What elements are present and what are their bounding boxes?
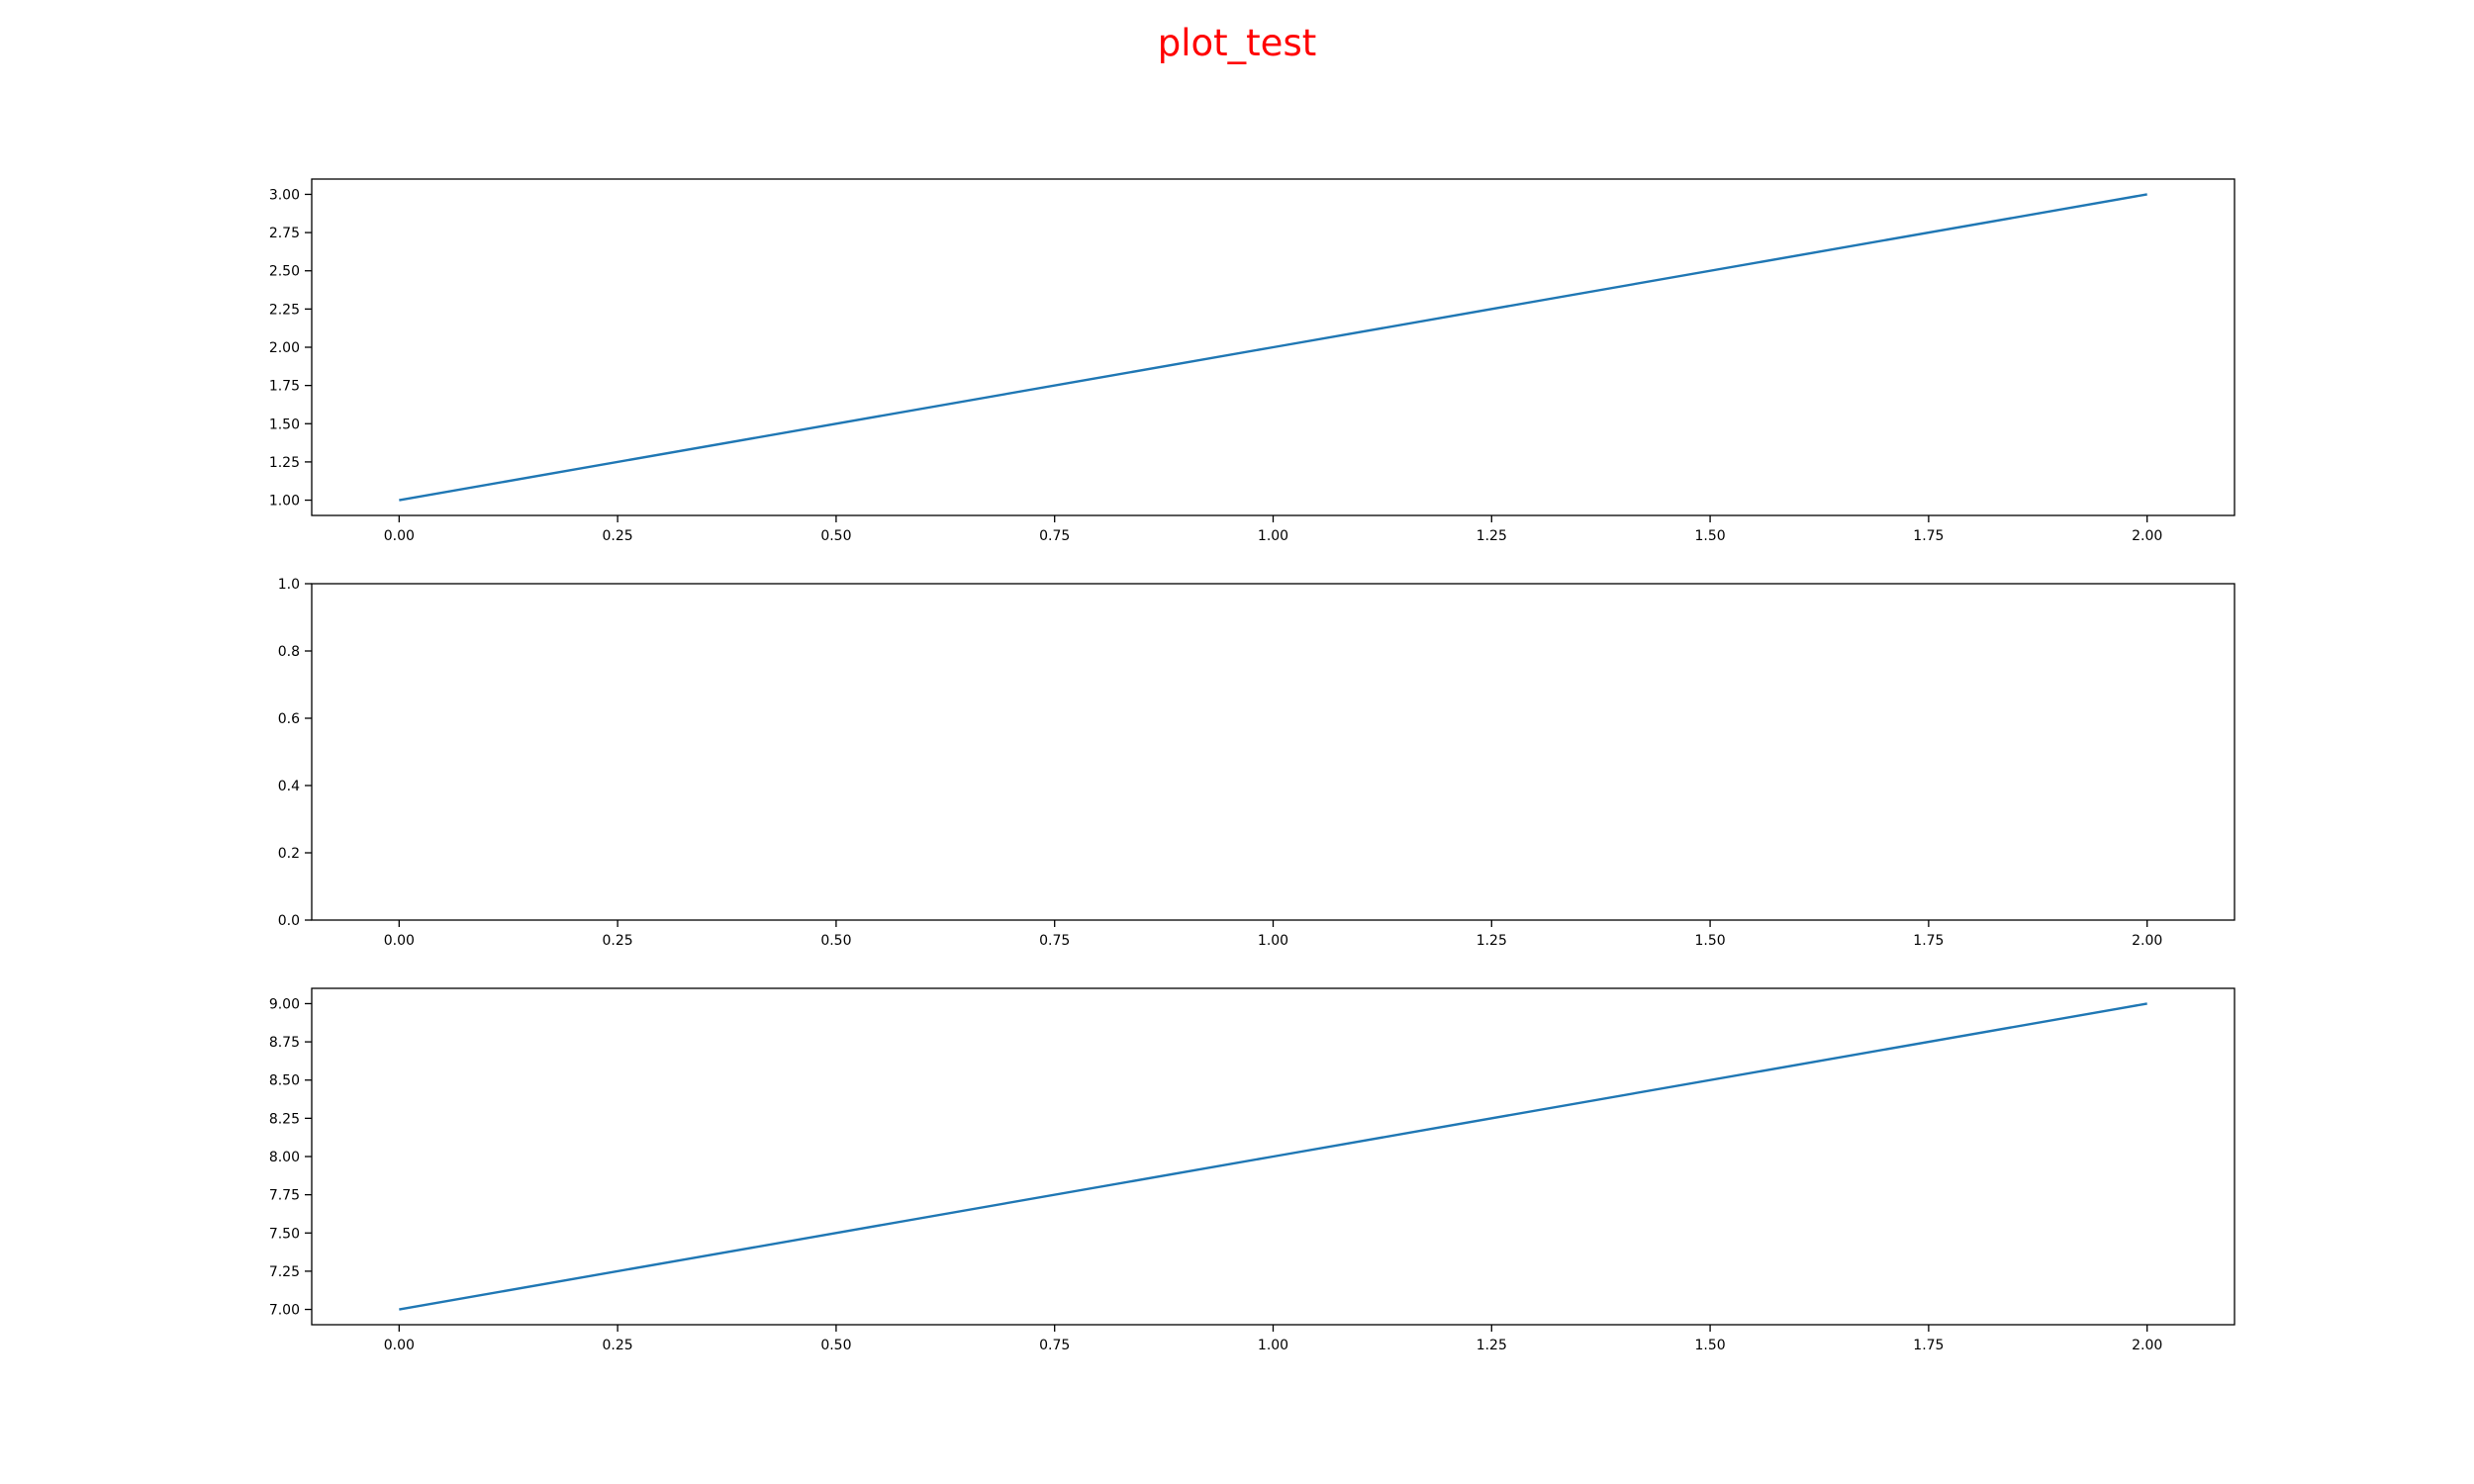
x-tick-label: 2.00 [2132, 528, 2162, 544]
x-tick-label: 0.00 [384, 933, 415, 949]
x-tick-label: 2.00 [2132, 933, 2162, 949]
y-tick-label: 1.00 [269, 494, 300, 510]
y-tick-label: 8.25 [269, 1111, 300, 1127]
y-tick-label: 0.2 [278, 846, 300, 862]
y-tick-label: 0.4 [278, 779, 300, 794]
x-tick-label: 1.75 [1913, 933, 1944, 949]
y-tick-label: 9.00 [269, 996, 300, 1012]
x-tick-label: 1.50 [1695, 1338, 1726, 1353]
x-tick-label: 2.00 [2132, 1338, 2162, 1353]
y-tick-label: 2.75 [269, 226, 300, 241]
x-tick-label: 0.50 [820, 528, 851, 544]
y-tick-label: 7.50 [269, 1226, 300, 1242]
y-tick-label: 1.25 [269, 455, 300, 471]
y-tick-label: 2.25 [269, 302, 300, 318]
series-line-1 [399, 1002, 2147, 1311]
y-tick-label: 7.00 [269, 1303, 300, 1319]
x-tick-label: 0.25 [603, 528, 633, 544]
x-tick-label: 1.75 [1913, 1338, 1944, 1353]
x-tick-label: 1.25 [1476, 1338, 1507, 1353]
subplots: 0.00 0.25 0.50 0.75 1.00 1.25 1.50 1.75 2.001.00… [269, 178, 2236, 1353]
y-tick-label: 2.00 [269, 340, 300, 356]
y-tick-label: 3.00 [269, 187, 300, 203]
x-tick-label: 0.75 [1039, 1338, 1070, 1353]
y-tick-label: 1.75 [269, 379, 300, 395]
x-tick-label: 0.50 [820, 1338, 851, 1353]
x-tick-label: 0.00 [384, 528, 415, 544]
x-tick-label: 1.25 [1476, 933, 1507, 949]
x-tick-label: 1.00 [1258, 528, 1288, 544]
x-tick-label: 1.50 [1695, 528, 1726, 544]
x-tick-label: 0.75 [1039, 528, 1070, 544]
y-tick-label: 8.50 [269, 1073, 300, 1089]
series-line-1 [399, 193, 2147, 502]
x-tick-label: 0.75 [1039, 933, 1070, 949]
y-tick-label: 7.25 [269, 1264, 300, 1280]
x-tick-label: 1.50 [1695, 933, 1726, 949]
x-tick-label: 1.00 [1258, 1338, 1288, 1353]
x-tick-label: 1.75 [1913, 528, 1944, 544]
x-tick-label: 1.25 [1476, 528, 1507, 544]
y-tick-label: 8.00 [269, 1150, 300, 1165]
x-tick-label: 0.50 [820, 933, 851, 949]
subplot-2: 0.00 0.25 0.50 0.75 1.00 1.25 1.50 1.75 2.00 0.0 0… [278, 577, 2236, 949]
figure-title: plot_test [1158, 22, 1316, 64]
y-tick-label: 0.0 [278, 913, 300, 929]
x-tick-label: 0.25 [603, 933, 633, 949]
x-tick-label: 0.00 [384, 1338, 415, 1353]
x-tick-label: 0.25 [603, 1338, 633, 1353]
x-tick-label: 1.00 [1258, 933, 1288, 949]
subplot-3: 0.00 0.25 0.50 0.75 1.00 1.25 1.50 1.75 2.00 7.00… [269, 987, 2236, 1353]
y-tick-label: 1.0 [278, 577, 300, 593]
y-tick-label: 1.50 [269, 417, 300, 432]
y-tick-label: 8.75 [269, 1035, 300, 1051]
subplot-1: 0.00 0.25 0.50 0.75 1.00 1.25 1.50 1.75 2.00 1.00… [269, 178, 2236, 544]
y-tick-label: 2.50 [269, 264, 300, 280]
y-tick-label: 7.75 [269, 1188, 300, 1204]
y-tick-label: 0.6 [278, 711, 300, 727]
y-tick-label: 0.8 [278, 644, 300, 660]
